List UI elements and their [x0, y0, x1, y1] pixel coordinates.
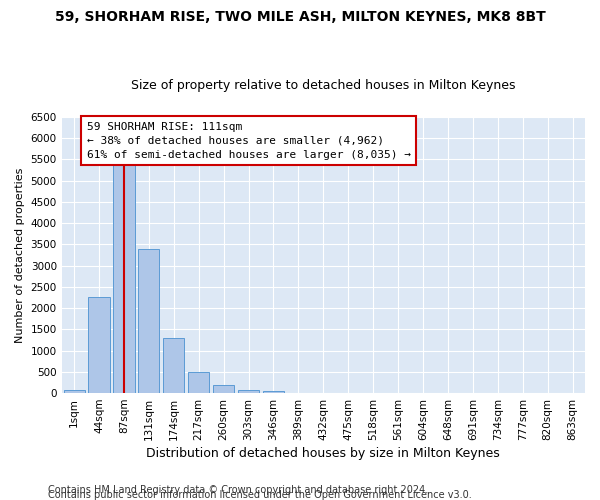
Bar: [213, 385, 234, 393]
Title: Size of property relative to detached houses in Milton Keynes: Size of property relative to detached ho…: [131, 79, 515, 92]
Bar: [138, 250, 160, 393]
X-axis label: Distribution of detached houses by size in Milton Keynes: Distribution of detached houses by size …: [146, 447, 500, 460]
Text: Contains HM Land Registry data © Crown copyright and database right 2024.: Contains HM Land Registry data © Crown c…: [48, 485, 428, 495]
Text: 59, SHORHAM RISE, TWO MILE ASH, MILTON KEYNES, MK8 8BT: 59, SHORHAM RISE, TWO MILE ASH, MILTON K…: [55, 10, 545, 24]
Bar: [88, 296, 110, 393]
Y-axis label: Number of detached properties: Number of detached properties: [15, 167, 25, 342]
Bar: [188, 372, 209, 393]
Bar: [113, 162, 134, 393]
Text: 59 SHORHAM RISE: 111sqm
← 38% of detached houses are smaller (4,962)
61% of semi: 59 SHORHAM RISE: 111sqm ← 38% of detache…: [86, 122, 410, 160]
Bar: [238, 390, 259, 393]
Bar: [64, 390, 85, 393]
Text: Contains public sector information licensed under the Open Government Licence v3: Contains public sector information licen…: [48, 490, 472, 500]
Bar: [263, 392, 284, 393]
Bar: [163, 338, 184, 393]
